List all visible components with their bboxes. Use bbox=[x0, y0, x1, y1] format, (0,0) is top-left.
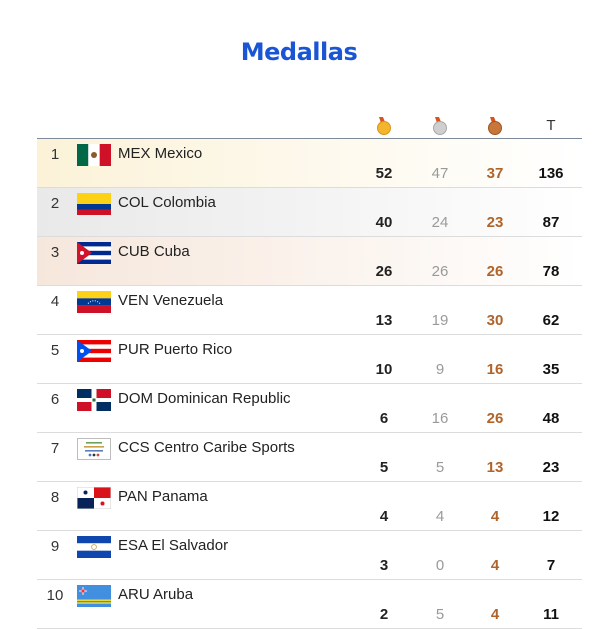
bronze-count: 16 bbox=[486, 361, 504, 378]
total-column-header[interactable]: T bbox=[546, 117, 556, 134]
country-name[interactable]: CUB Cuba bbox=[118, 243, 190, 260]
rank: 10 bbox=[46, 587, 64, 604]
country-name[interactable]: PUR Puerto Rico bbox=[118, 341, 233, 358]
panama-flag-icon bbox=[77, 487, 111, 509]
table-row[interactable]: 6 DOM Dominican Republic 6 16 26 48 bbox=[37, 384, 582, 433]
gold-count: 5 bbox=[379, 459, 389, 476]
country-name[interactable]: CCS Centro Caribe Sports bbox=[118, 439, 295, 456]
medal-table-body: 1 MEX Mexico 52 47 37 136 2 bbox=[37, 139, 582, 629]
bronze-count: 4 bbox=[490, 557, 500, 574]
bronze-count: 37 bbox=[486, 165, 504, 182]
country-name[interactable]: ESA El Salvador bbox=[118, 537, 229, 554]
centro-caribe-sports-logo-icon bbox=[77, 438, 111, 460]
total-count: 12 bbox=[542, 508, 560, 525]
bronze-count: 23 bbox=[486, 214, 504, 231]
rank: 7 bbox=[50, 440, 60, 457]
table-header: T bbox=[37, 110, 582, 139]
bronze-count: 4 bbox=[490, 508, 500, 525]
total-count: 78 bbox=[542, 263, 560, 280]
table-row[interactable]: 3 CUB Cuba 26 26 26 78 bbox=[37, 237, 582, 286]
gold-medal-icon[interactable] bbox=[372, 114, 396, 138]
bronze-count: 4 bbox=[490, 606, 500, 623]
table-row[interactable]: 1 MEX Mexico 52 47 37 136 bbox=[37, 139, 582, 188]
total-count: 136 bbox=[538, 165, 564, 182]
page-title: Medallas bbox=[240, 38, 358, 66]
silver-count: 0 bbox=[435, 557, 445, 574]
silver-count: 9 bbox=[435, 361, 445, 378]
table-row[interactable]: 8 PAN Panama 4 4 4 12 bbox=[37, 482, 582, 531]
rank: 3 bbox=[50, 244, 60, 261]
gold-count: 2 bbox=[379, 606, 389, 623]
bronze-count: 13 bbox=[486, 459, 504, 476]
total-count: 48 bbox=[542, 410, 560, 427]
total-count: 11 bbox=[543, 606, 559, 623]
table-row[interactable]: 10 ARU Aruba 2 5 4 11 bbox=[37, 580, 582, 629]
country-name[interactable]: ARU Aruba bbox=[118, 586, 194, 603]
gold-count: 6 bbox=[379, 410, 389, 427]
gold-count: 10 bbox=[375, 361, 393, 378]
rank: 5 bbox=[50, 342, 60, 359]
table-row[interactable]: 9 ESA El Salvador 3 0 4 7 bbox=[37, 531, 582, 580]
silver-count: 5 bbox=[435, 459, 445, 476]
rank: 2 bbox=[50, 195, 60, 212]
rank: 9 bbox=[50, 538, 60, 555]
gold-count: 4 bbox=[379, 508, 389, 525]
rank: 1 bbox=[50, 146, 60, 163]
gold-count: 13 bbox=[375, 312, 393, 329]
country-name[interactable]: COL Colombia bbox=[118, 194, 216, 211]
puerto-rico-flag-icon bbox=[77, 340, 111, 362]
bronze-medal-icon[interactable] bbox=[483, 114, 507, 138]
table-row[interactable]: 4 VEN Venezuela 13 19 30 62 bbox=[37, 286, 582, 335]
cuba-flag-icon bbox=[77, 242, 111, 264]
country-name[interactable]: DOM Dominican Republic bbox=[118, 390, 291, 407]
bronze-count: 26 bbox=[486, 410, 504, 427]
gold-count: 40 bbox=[375, 214, 393, 231]
colombia-flag-icon bbox=[77, 193, 111, 215]
el-salvador-flag-icon bbox=[77, 536, 111, 558]
mexico-flag-icon bbox=[77, 144, 111, 166]
bronze-count: 26 bbox=[486, 263, 504, 280]
rank: 4 bbox=[50, 293, 60, 310]
silver-medal-icon[interactable] bbox=[428, 114, 452, 138]
country-name[interactable]: PAN Panama bbox=[118, 488, 208, 505]
silver-count: 47 bbox=[431, 165, 449, 182]
country-name[interactable]: VEN Venezuela bbox=[118, 292, 224, 309]
bronze-count: 30 bbox=[486, 312, 504, 329]
table-row[interactable]: 7 CCS Centro Caribe Sports 5 5 13 23 bbox=[37, 433, 582, 482]
total-count: 35 bbox=[542, 361, 560, 378]
silver-count: 24 bbox=[431, 214, 449, 231]
rank: 6 bbox=[50, 391, 60, 408]
table-row[interactable]: 5 PUR Puerto Rico 10 9 16 35 bbox=[37, 335, 582, 384]
country-name[interactable]: MEX Mexico bbox=[118, 145, 203, 162]
gold-count: 3 bbox=[379, 557, 389, 574]
rank: 8 bbox=[50, 489, 60, 506]
venezuela-flag-icon bbox=[77, 291, 111, 313]
total-count: 7 bbox=[546, 557, 556, 574]
silver-count: 4 bbox=[435, 508, 445, 525]
total-count: 23 bbox=[542, 459, 560, 476]
silver-count: 5 bbox=[435, 606, 445, 623]
total-count: 87 bbox=[542, 214, 560, 231]
gold-count: 52 bbox=[375, 165, 393, 182]
silver-count: 26 bbox=[431, 263, 449, 280]
total-count: 62 bbox=[542, 312, 560, 329]
silver-count: 16 bbox=[431, 410, 449, 427]
dominican-republic-flag-icon bbox=[77, 389, 111, 411]
aruba-flag-icon bbox=[77, 585, 111, 607]
gold-count: 26 bbox=[375, 263, 393, 280]
silver-count: 19 bbox=[431, 312, 449, 329]
table-row[interactable]: 2 COL Colombia 40 24 23 87 bbox=[37, 188, 582, 237]
